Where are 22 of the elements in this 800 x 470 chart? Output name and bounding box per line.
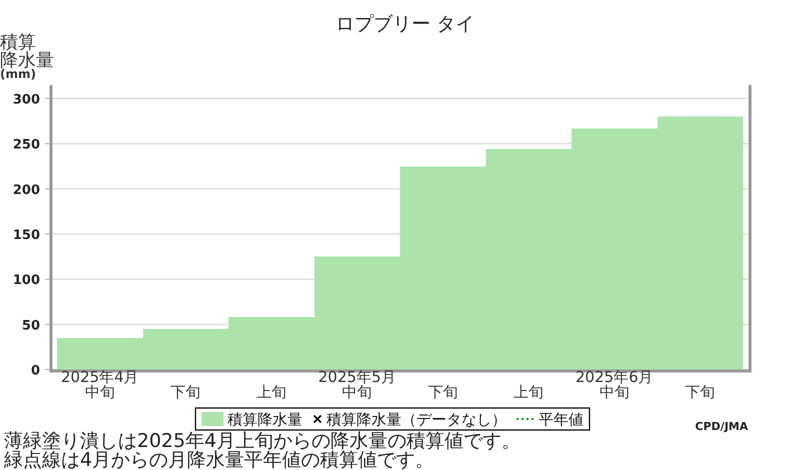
text: 緑点線は4月からの月降水量平年値の積算値です。 [3,449,434,470]
legend-label: 積算降水量（データなし） [326,410,506,428]
y-tick-label: 250 [12,138,40,153]
x-tick-label: 下旬 [170,383,201,401]
x-tick-label: 上旬 [514,383,544,401]
x-tick-label: 2025年4月中旬 [61,368,139,401]
y-tick-label: 200 [12,182,40,198]
y-tick-label: 50 [22,318,40,334]
x-tick-label: 2025年5月中旬 [318,368,396,401]
x-tick-label: 下旬 [685,383,716,401]
y-tick-label: 100 [12,273,40,288]
chart-title: ロプブリー タイ [335,13,475,35]
legend-label: 積算降水量 [228,410,302,428]
x-tick-label: 2025年6月中旬 [576,368,654,401]
text: CPD/JMA [695,420,748,433]
y-tick-label: 0 [30,364,40,378]
legend-label: 平年値 [538,410,584,428]
x-tick-label: 上旬 [256,383,286,401]
x-tick-label: 下旬 [428,383,458,401]
y-tick-label: 150 [12,228,40,244]
y-tick-label: 300 [12,92,40,108]
y-axis-title: 積算降水量(mm) [0,32,54,81]
